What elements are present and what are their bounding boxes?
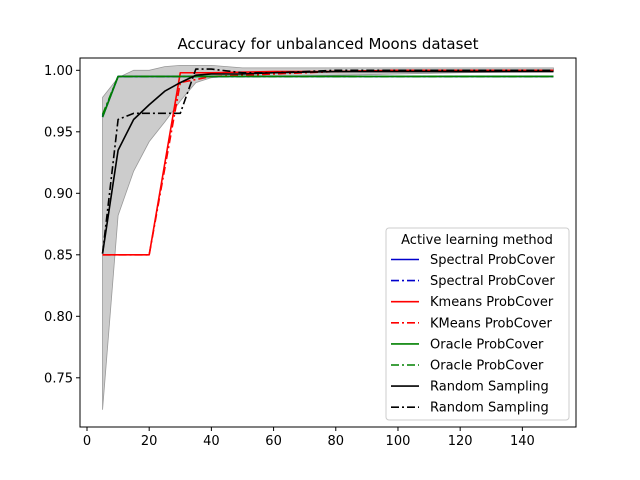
axes-frame [79, 57, 577, 428]
legend-label-3: KMeans ProbCover [430, 316, 552, 331]
random-sampling-confidence-band [102, 64, 554, 410]
x-tick-label-6: 120 [448, 434, 473, 449]
x-tick-label-5: 100 [386, 434, 411, 449]
y-tick-label-1: 0.80 [44, 310, 73, 325]
legend-entries: Spectral ProbCover Spectral ProbCover Kmea… [391, 253, 555, 416]
legend-label-4: Oracle ProbCover [430, 337, 544, 352]
legend-label-0: Spectral ProbCover [430, 253, 555, 268]
legend-label-7: Random Sampling [430, 401, 549, 416]
legend-title: Active learning method [401, 233, 553, 248]
confidence-band-layer [102, 64, 554, 410]
x-tick-label-0: 0 [83, 434, 91, 449]
y-tick-label-5: 1.00 [44, 64, 73, 79]
series-line-7 [101, 68, 554, 254]
x-tick-label-1: 20 [141, 434, 158, 449]
legend-label-2: Kmeans ProbCover [430, 295, 554, 310]
legend-label-6: Random Sampling [430, 380, 549, 395]
series-line-5 [101, 75, 554, 115]
legend: Active learning method Spectral ProbCove… [385, 227, 570, 421]
y-tick-label-2: 0.85 [44, 248, 73, 263]
legend-label-5: Oracle ProbCover [430, 359, 544, 374]
y-tick-label-3: 0.90 [44, 187, 73, 202]
legend-label-1: Spectral ProbCover [430, 274, 555, 289]
y-tick-label-0: 0.75 [44, 371, 73, 386]
x-tick-label-2: 40 [203, 434, 220, 449]
plot-area [79, 57, 577, 428]
series-layer [101, 68, 554, 256]
chart-title: Accuracy for unbalanced Moons dataset [177, 35, 478, 53]
legend-box [385, 227, 570, 421]
x-axis-ticks: 0 20 40 60 80 100 120 140 [83, 427, 535, 449]
x-tick-label-4: 80 [328, 434, 345, 449]
x-tick-label-3: 60 [265, 434, 282, 449]
series-line-6 [101, 70, 554, 254]
series-line-3 [102, 69, 554, 256]
y-tick-label-4: 0.95 [44, 125, 73, 140]
y-axis-ticks: 0.75 0.80 0.85 0.90 0.95 1.00 [44, 64, 80, 386]
x-tick-label-7: 140 [510, 434, 535, 449]
